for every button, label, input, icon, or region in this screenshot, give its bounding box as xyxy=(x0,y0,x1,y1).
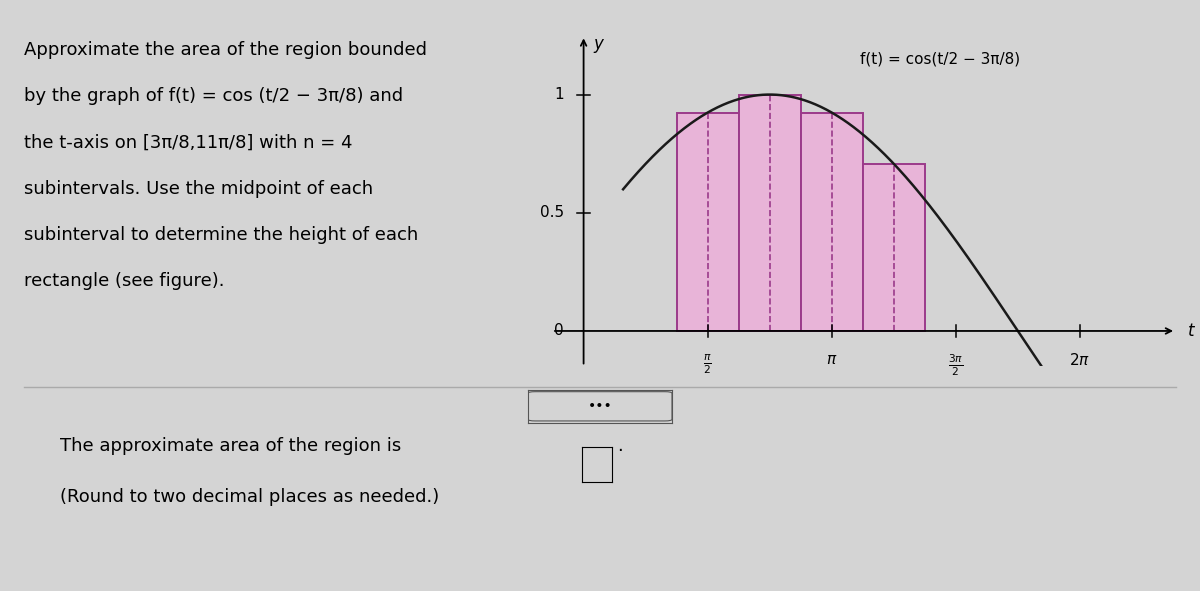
Text: by the graph of f(t) = ​cos​ (t/2 − 3π/8) and: by the graph of f(t) = ​cos​ (t/2 − 3π/8… xyxy=(24,87,403,105)
Text: $\pi$: $\pi$ xyxy=(826,352,838,367)
Text: subintervals. Use the midpoint of each: subintervals. Use the midpoint of each xyxy=(24,180,373,197)
Text: •••: ••• xyxy=(588,400,612,413)
Text: 0.5: 0.5 xyxy=(540,205,564,220)
FancyBboxPatch shape xyxy=(528,392,672,421)
Text: Approximate the area of the region bounded: Approximate the area of the region bound… xyxy=(24,41,427,59)
Bar xyxy=(677,112,739,331)
Text: 1: 1 xyxy=(554,87,564,102)
Text: $\frac{3\pi}{2}$: $\frac{3\pi}{2}$ xyxy=(948,352,964,378)
Text: .: . xyxy=(617,437,623,455)
Text: f(t) = cos(t/2 − 3π/8): f(t) = cos(t/2 − 3π/8) xyxy=(860,51,1020,66)
Text: t: t xyxy=(1188,322,1194,340)
Bar xyxy=(800,112,863,331)
Text: subinterval to determine the height of each: subinterval to determine the height of e… xyxy=(24,226,419,243)
Bar xyxy=(863,164,925,331)
Text: The approximate area of the region is: The approximate area of the region is xyxy=(60,437,401,455)
Bar xyxy=(739,95,800,331)
Text: (Round to two decimal places as needed.): (Round to two decimal places as needed.) xyxy=(60,488,439,505)
Text: $\frac{\pi}{2}$: $\frac{\pi}{2}$ xyxy=(703,352,712,376)
Text: the t-axis on [3π/8,11π/8] with n = 4: the t-axis on [3π/8,11π/8] with n = 4 xyxy=(24,134,353,151)
Text: $2\pi$: $2\pi$ xyxy=(1069,352,1091,368)
Text: rectangle (see figure).: rectangle (see figure). xyxy=(24,272,224,290)
Text: 0: 0 xyxy=(554,323,564,339)
Text: y: y xyxy=(593,35,602,53)
